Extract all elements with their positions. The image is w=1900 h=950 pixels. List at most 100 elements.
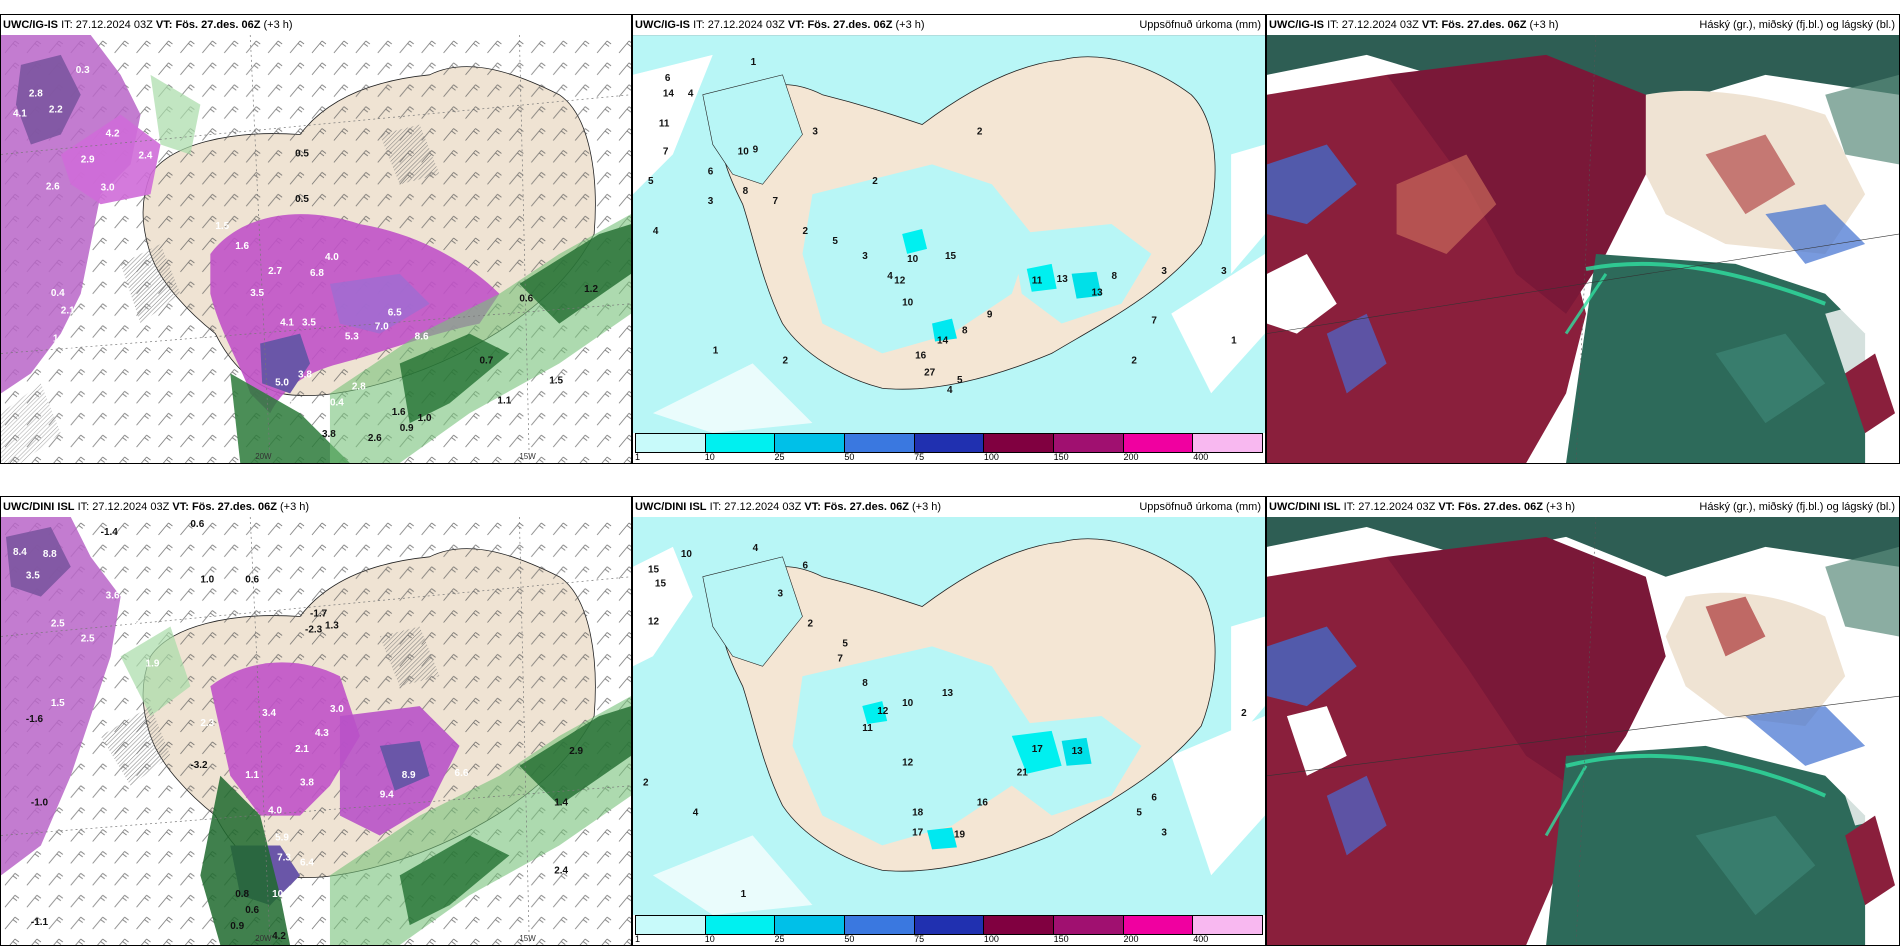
colorbar-swatch xyxy=(845,434,915,452)
value-label: 0.5 xyxy=(295,148,309,159)
model-name: UWC/IG-IS xyxy=(3,19,58,31)
value-label: -1.1 xyxy=(31,917,49,928)
value-label: -1.4 xyxy=(101,527,119,538)
value-label: 1 xyxy=(1231,335,1237,346)
colorbar-swatch xyxy=(1123,916,1194,934)
value-label: 2.4 xyxy=(554,865,568,876)
map-svg: 4 10 15 15 12 6 3 2 5 7 8 13 12 11 10 17… xyxy=(633,517,1265,915)
value-label: 8.9 xyxy=(402,770,416,781)
value-label: 4.2 xyxy=(272,931,286,942)
colorbar-tick-label: 400 xyxy=(1193,934,1209,944)
colorbar-tick-label: 50 xyxy=(844,452,855,462)
value-label: 12 xyxy=(877,706,889,717)
value-label: -3.2 xyxy=(190,760,208,771)
forecast-step: (+3 h) xyxy=(263,19,293,31)
value-label: 3.8 xyxy=(300,778,314,789)
value-label: 7 xyxy=(1151,316,1157,327)
value-label: 10 xyxy=(902,698,914,709)
init-time: 27.12.2024 03Z xyxy=(724,501,802,513)
cloud-cover-map xyxy=(1267,517,1899,945)
value-label: 3 xyxy=(862,251,868,262)
value-label: 4 xyxy=(753,543,759,554)
panel-title: Háský (gr.), miðský (fj.bl.) og lágský (… xyxy=(1699,501,1895,513)
panel-bottom-right: UWC/DINI ISL IT: 27.12.2024 03Z VT: Fös.… xyxy=(1266,496,1900,946)
value-label: 2.2 xyxy=(126,618,140,629)
value-label: 7.3 xyxy=(277,852,291,863)
value-labels: 4.1 2.8 2.2 0.3 2.9 4.2 2.4 2.6 3.0 0.5 … xyxy=(13,65,598,444)
value-label: 0.6 xyxy=(245,905,259,916)
panel-bottom-middle: UWC/DINI ISL IT: 27.12.2024 03Z VT: Fös.… xyxy=(632,496,1266,946)
value-label: 9 xyxy=(753,144,759,155)
it-prefix: IT: xyxy=(1327,19,1339,31)
colorbar-swatch xyxy=(775,916,846,934)
valid-time: Fös. 27.des. 06Z xyxy=(175,19,261,31)
value-label: 1.9 xyxy=(53,334,67,345)
value-label: 0.7 xyxy=(479,355,493,366)
valid-time: Fös. 27.des. 06Z xyxy=(191,501,277,513)
value-label: 3.6 xyxy=(106,591,120,602)
value-label: 10 xyxy=(738,146,750,157)
precip-map: 6 14 11 4 7 5 4 6 10 9 3 8 7 2 5 3 4 1 2… xyxy=(633,35,1265,433)
panel-top-right: UWC/IG-IS IT: 27.12.2024 03Z VT: Fös. 27… xyxy=(1266,14,1900,464)
value-label: 1.4 xyxy=(554,798,568,809)
value-label: 3.5 xyxy=(302,318,316,329)
value-label: 8 xyxy=(862,678,868,689)
value-label: 13 xyxy=(1072,746,1084,757)
value-label: 8.6 xyxy=(415,332,429,343)
value-label: 4 xyxy=(688,89,694,100)
value-label: 4 xyxy=(887,271,893,282)
value-label: 3.5 xyxy=(26,571,40,582)
vt-prefix: VT: xyxy=(804,501,821,513)
value-label: 11 xyxy=(659,119,670,130)
value-label: 3.5 xyxy=(250,288,264,299)
colorbar-swatch xyxy=(1193,434,1263,452)
colorbar-tick-label: 1 xyxy=(635,452,641,462)
it-prefix: IT: xyxy=(709,501,722,513)
value-label: 3.4 xyxy=(262,708,276,719)
value-label: 2 xyxy=(872,176,878,187)
value-label: 3.0 xyxy=(330,704,344,715)
colorbar-swatch xyxy=(775,434,846,452)
precip-colorbar: 1 10 25 50 75 100 150 200 400 xyxy=(633,915,1265,945)
value-label: 10.5 xyxy=(272,889,292,900)
colorbar-tick-label: 400 xyxy=(1193,452,1209,462)
colorbar-swatch xyxy=(914,916,985,934)
colorbar-tick-label: 100 xyxy=(983,452,999,462)
value-label: 4.1 xyxy=(280,318,294,329)
value-label: 1.5 xyxy=(51,698,65,709)
value-label: 0.4 xyxy=(330,397,344,408)
forecast-step: (+3 h) xyxy=(1529,19,1559,31)
model-name: UWC/DINI ISL xyxy=(1269,501,1341,513)
colorbar-tick-label: 200 xyxy=(1123,934,1139,944)
colorbar-swatch xyxy=(636,434,706,452)
panel-top-left: UWC/IG-IS IT: 27.12.2024 03Z VT: Fös. 27… xyxy=(0,14,632,464)
value-label: 7 xyxy=(837,653,843,664)
value-label: 6 xyxy=(1151,793,1157,804)
value-label: 15 xyxy=(648,565,660,576)
colorbar-swatch xyxy=(1193,916,1263,934)
panel-header: UWC/IG-IS IT: 27.12.2024 03Z VT: Fös. 27… xyxy=(633,15,1265,35)
value-label: 19 xyxy=(954,829,966,840)
precip-colorbar: 1 10 25 50 75 100 150 200 400 xyxy=(633,433,1265,463)
value-label: 8 xyxy=(743,186,749,197)
value-label: 1.1 xyxy=(497,395,511,406)
cloud-cover-map xyxy=(1267,35,1899,463)
value-label: 2.2 xyxy=(49,105,63,116)
value-label: 1.5 xyxy=(215,221,229,232)
it-prefix: IT: xyxy=(61,19,73,31)
vt-prefix: VT: xyxy=(1438,501,1455,513)
wind-precip-map: 20W 15W 4.1 2.8 2.2 0.3 2.9 4.2 2.4 2.6 … xyxy=(1,35,631,463)
value-label: 4.1 xyxy=(13,109,27,120)
value-label: 5 xyxy=(1136,808,1142,819)
value-label: 6.5 xyxy=(388,308,402,319)
value-label: 8.4 xyxy=(13,547,27,558)
map-svg: 20W 15W 4.1 2.8 2.2 0.3 2.9 4.2 2.4 2.6 … xyxy=(1,35,631,463)
value-label: 6 xyxy=(665,73,671,84)
value-label: 5.3 xyxy=(345,332,359,343)
value-label: 11 xyxy=(862,723,873,734)
forecast-step: (+3 h) xyxy=(1546,501,1576,513)
value-label: 1 xyxy=(751,57,757,68)
vt-prefix: VT: xyxy=(155,19,173,31)
value-label: 9.4 xyxy=(380,790,394,801)
vt-prefix: VT: xyxy=(787,19,805,31)
